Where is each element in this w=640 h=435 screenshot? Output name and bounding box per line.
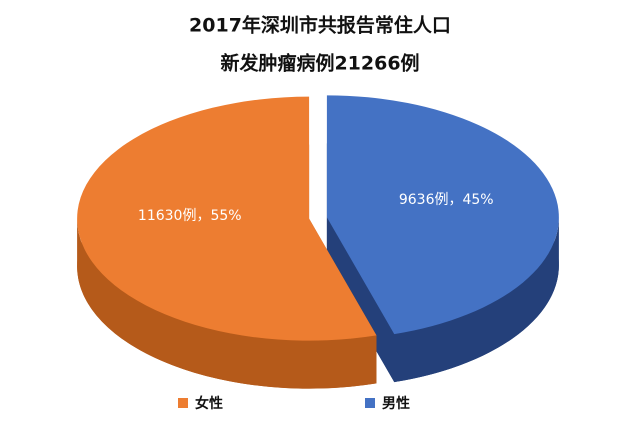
legend-swatch (178, 398, 188, 408)
pie-slice (77, 96, 377, 341)
value-label: 9636例，45% (399, 192, 494, 208)
chart-title: 2017年深圳市共报告常住人口 (189, 14, 451, 37)
slice-side (77, 218, 377, 389)
legend-label: 女性 (195, 395, 223, 412)
chart-subtitle: 新发肿瘤病例21266例 (220, 52, 419, 75)
slice-cut-face (326, 217, 395, 383)
value-label: 11630例，55% (138, 208, 242, 224)
legend-swatch (365, 398, 375, 408)
legend-label: 男性 (382, 395, 410, 412)
slice-side (394, 217, 559, 383)
legend: 女性 男性 (178, 395, 410, 412)
pie-slice (326, 95, 559, 335)
pie: 9636例，45% 11630例，55% (77, 95, 559, 389)
